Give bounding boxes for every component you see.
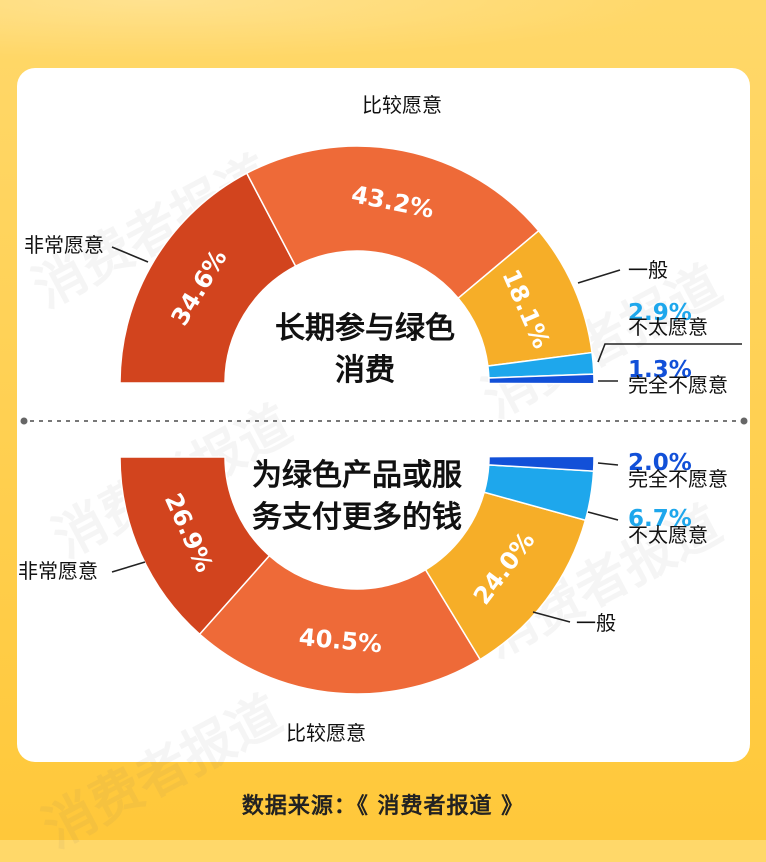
donut-chart-1: 34.6%43.2%18.1%长期参与绿色消费非常愿意比较愿意一般2.9%不太愿… [24, 93, 742, 397]
slice-not-at-all [487, 455, 595, 472]
small-slice-percent-label: 2.9% [628, 300, 692, 326]
slice-category-label: 一般 [628, 258, 668, 282]
chart-title-line: 为绿色产品或服 [252, 458, 463, 493]
source-value: 《 消费者报道 》 [356, 794, 525, 819]
divider-dot [740, 417, 748, 425]
slice-category-label: 完全不愿意 [628, 467, 728, 491]
leader-line [111, 561, 146, 573]
slice-not-at-all [488, 373, 595, 385]
slice-category-label: 完全不愿意 [628, 373, 728, 397]
slice-category-label: 一般 [576, 611, 616, 635]
slice-category-label: 不太愿意 [628, 315, 708, 339]
leader-line [597, 343, 742, 363]
donut-charts: 34.6%43.2%18.1%长期参与绿色消费非常愿意比较愿意一般2.9%不太愿… [18, 93, 748, 745]
donut-chart-2: 26.9%40.5%24.0%为绿色产品或服务支付更多的钱非常愿意比较愿意一般6… [18, 450, 728, 745]
chart-title-line: 消费 [335, 353, 395, 388]
divider-dot [20, 417, 28, 425]
small-slice-percent-label: 1.3% [628, 357, 692, 383]
background-highlight [0, 0, 766, 70]
leader-line [587, 511, 619, 521]
leader-line [597, 462, 619, 466]
leader-line [577, 269, 621, 284]
leader-line [532, 611, 571, 623]
chart-title-line: 长期参与绿色 [275, 311, 455, 346]
small-slice-percent-label: 6.7% [628, 506, 692, 532]
source-footer: 数据来源：《 消费者报道 》 [0, 788, 766, 820]
slice-category-label: 非常愿意 [18, 559, 98, 583]
slice-fairly-willing [198, 554, 482, 695]
source-label: 数据来源： [241, 794, 357, 819]
chart-title-line: 务支付更多的钱 [252, 500, 462, 535]
slice-category-label: 非常愿意 [24, 233, 104, 257]
slice-very-willing [119, 172, 297, 384]
slice-category-label: 比较愿意 [286, 721, 366, 745]
small-slice-percent-label: 2.0% [628, 450, 692, 476]
slice-category-label: 不太愿意 [628, 523, 708, 547]
leader-line [111, 246, 149, 263]
slice-fairly-willing [245, 145, 540, 300]
slice-category-label: 比较愿意 [362, 93, 442, 117]
